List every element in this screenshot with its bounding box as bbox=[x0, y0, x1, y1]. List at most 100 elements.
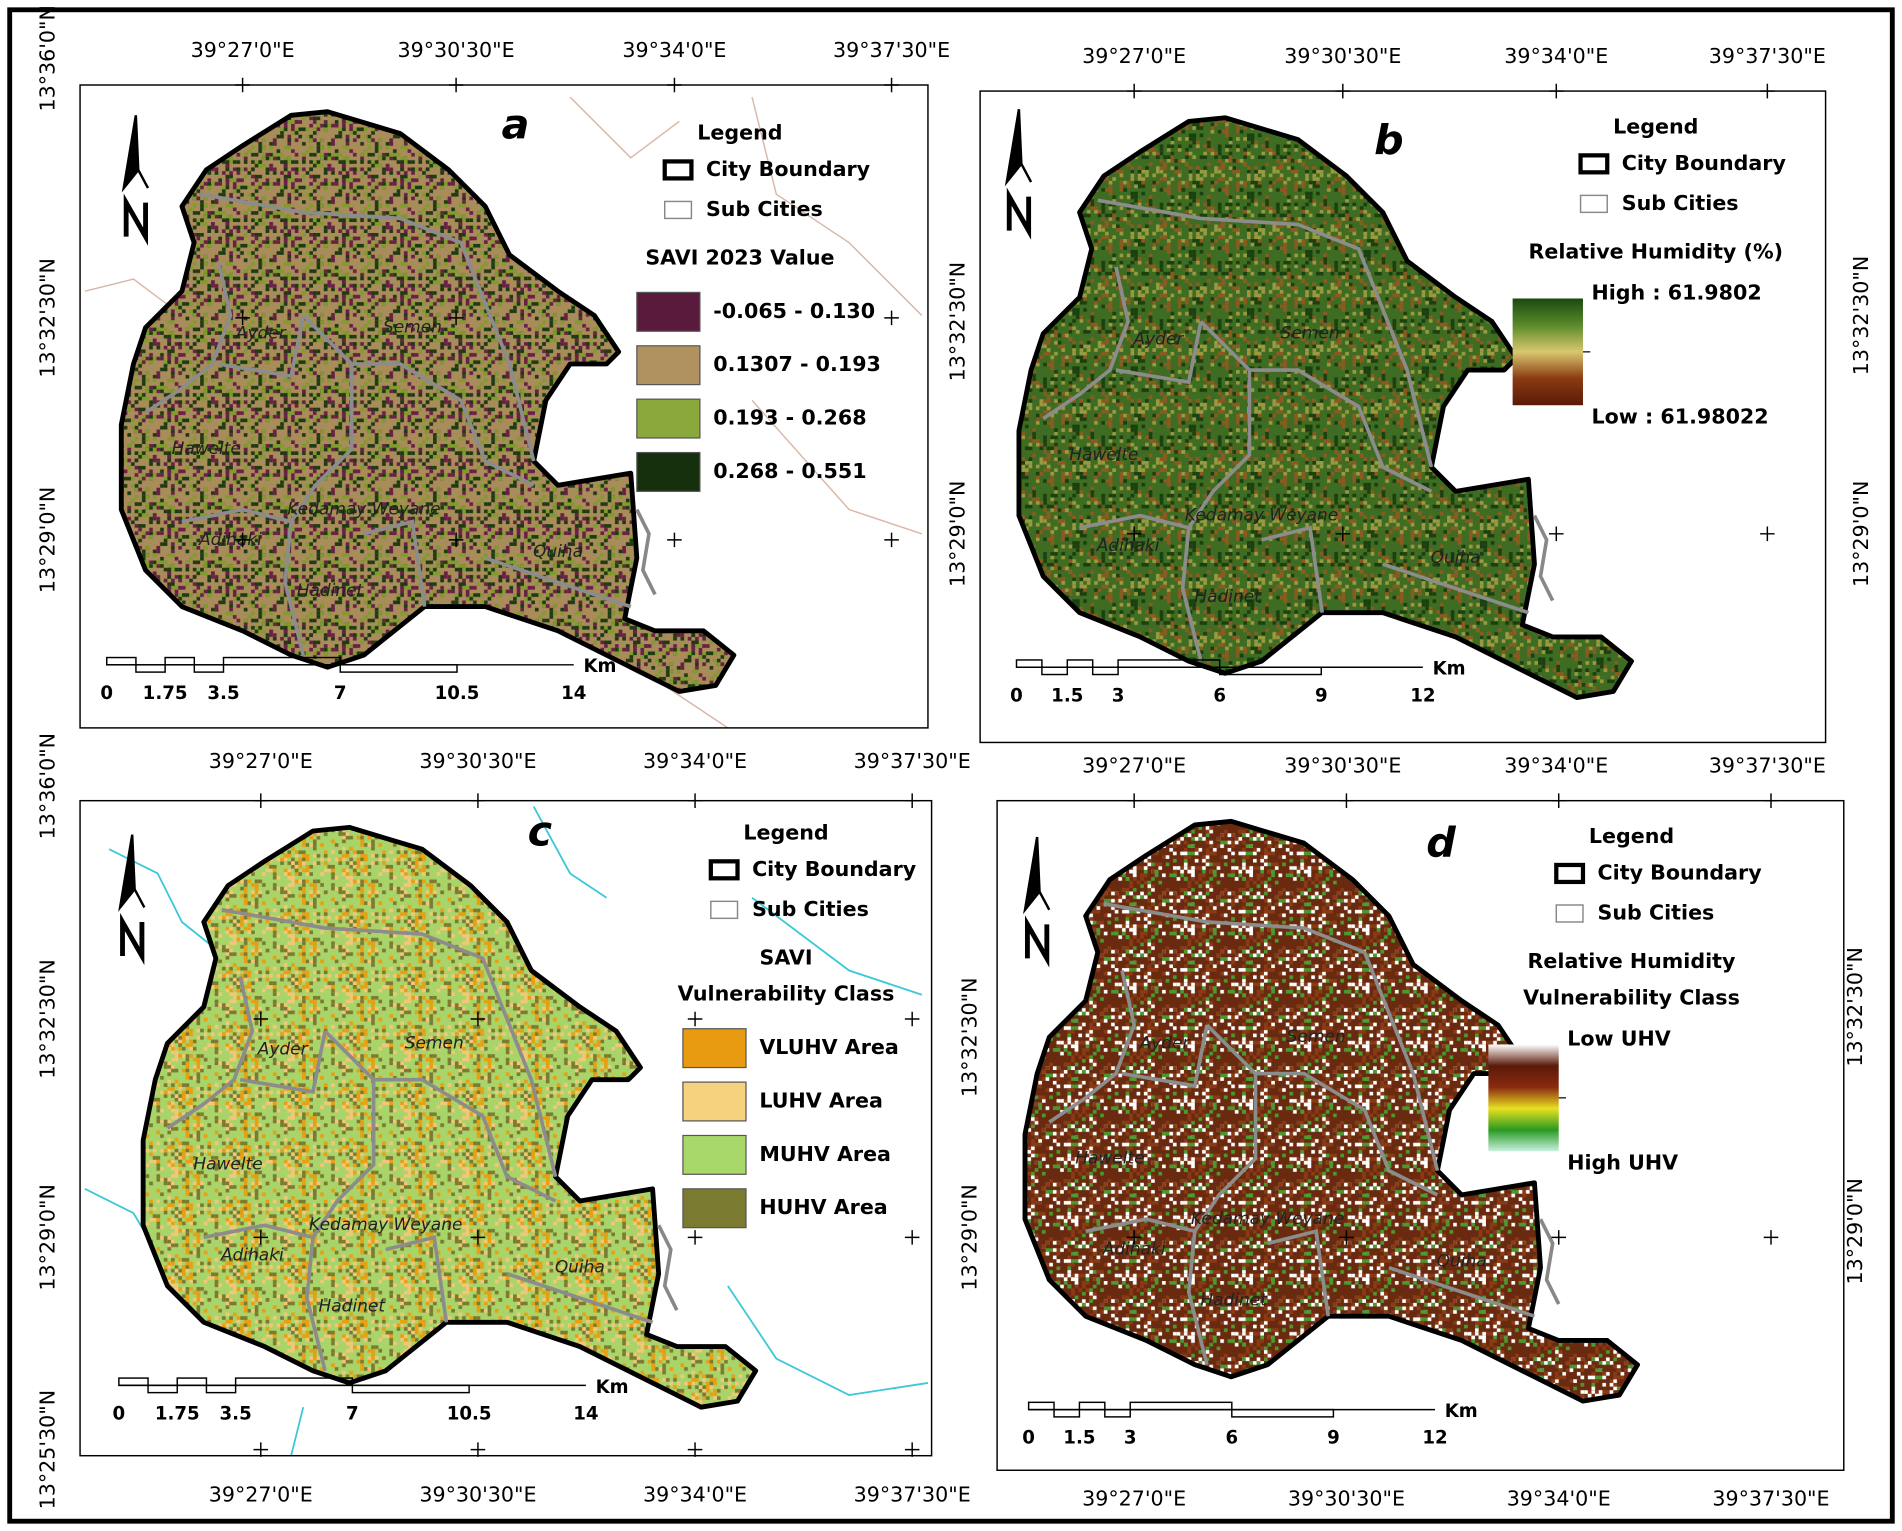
place-label: Ayder bbox=[1139, 1033, 1191, 1053]
scale-segment bbox=[351, 1384, 470, 1394]
legend-class-box bbox=[636, 345, 701, 386]
outlet-line bbox=[1538, 1218, 1561, 1305]
scale-label: 1.5 bbox=[1063, 1428, 1095, 1449]
legend-swatch bbox=[708, 859, 740, 881]
north-n bbox=[1024, 915, 1050, 968]
legend-swatch bbox=[664, 200, 693, 220]
latitude-label: 13°29'0"N bbox=[957, 1184, 981, 1290]
scale-label: 14 bbox=[561, 683, 586, 704]
legend-class-label: 0.268 - 0.551 bbox=[713, 459, 866, 483]
place-label: Hadinet bbox=[319, 1297, 387, 1317]
city-boundary bbox=[118, 109, 737, 694]
legend-item: City Boundary bbox=[1598, 860, 1763, 884]
river bbox=[290, 1406, 305, 1456]
map-panel: Ayder Semen Hawelte Kedamay Weyane Adihaki Ha… bbox=[36, 733, 971, 1510]
scale-label: 9 bbox=[1327, 1428, 1340, 1449]
scale-label: 10.5 bbox=[435, 683, 480, 704]
city-boundary bbox=[140, 824, 759, 1410]
place-label: Quiha bbox=[533, 542, 583, 562]
road bbox=[751, 96, 923, 316]
sub-city-line bbox=[221, 908, 558, 1178]
legend-class-label: LUHV Area bbox=[759, 1089, 883, 1113]
longitude-label: 39°34'0"E bbox=[643, 1483, 747, 1507]
panel-letter: d bbox=[1426, 819, 1456, 867]
sub-city-line bbox=[1382, 562, 1529, 615]
frame-tick bbox=[448, 77, 464, 93]
longitude-label: 39°27'0"E bbox=[1082, 1486, 1186, 1510]
longitude-label: 39°27'0"E bbox=[1082, 44, 1186, 68]
frame-tick bbox=[1760, 83, 1775, 99]
longitude-label: 39°34'0"E bbox=[643, 749, 747, 773]
legend-swatch bbox=[1579, 194, 1608, 214]
longitude-label: 39°37'30"E bbox=[854, 749, 971, 773]
scale-segment bbox=[147, 1384, 178, 1394]
north-arrow bbox=[121, 115, 150, 193]
place-label: Semen bbox=[1281, 324, 1340, 344]
scale-label: 9 bbox=[1315, 685, 1328, 706]
grid-cross bbox=[470, 1442, 486, 1457]
legend-title: Legend bbox=[1589, 824, 1674, 848]
grid-cross bbox=[235, 532, 250, 548]
place-label: Kedamay Weyane bbox=[1191, 1209, 1344, 1229]
grid-cross bbox=[667, 532, 682, 548]
legend-class-label: 0.193 - 0.268 bbox=[713, 406, 866, 430]
latitude-label: 13°29'0"N bbox=[36, 1184, 60, 1290]
outlet-line bbox=[1532, 514, 1555, 602]
scale-label: 10.5 bbox=[447, 1403, 492, 1424]
sub-city-line bbox=[1255, 1071, 1439, 1197]
place-label: Hadinet bbox=[297, 581, 365, 601]
frame-tick bbox=[1335, 83, 1351, 99]
scale-segment bbox=[1053, 1408, 1081, 1418]
city-map: Ayder Semen Hawelte Kedamay Weyane Adihaki Ha… bbox=[1016, 115, 1634, 700]
panel-letter: b bbox=[1374, 116, 1404, 164]
longitude-label: 39°30'30"E bbox=[419, 749, 536, 773]
sub-city-line bbox=[218, 315, 306, 379]
road bbox=[569, 96, 680, 159]
scale-label: 0 bbox=[100, 683, 113, 704]
frame-tick bbox=[470, 793, 486, 808]
scale-segment bbox=[1027, 1401, 1055, 1411]
legend-class-label: VLUHV Area bbox=[759, 1035, 898, 1059]
latitude-label: 13°32'30"N bbox=[36, 959, 60, 1079]
longitude-label: 39°34'0"E bbox=[1504, 754, 1608, 778]
sub-city-line bbox=[199, 192, 536, 462]
sub-city-line bbox=[1267, 1229, 1331, 1317]
grid-cross bbox=[1339, 1230, 1354, 1245]
grid-cross bbox=[687, 1442, 703, 1457]
north-n bbox=[1006, 187, 1032, 240]
grid-cross bbox=[470, 1011, 486, 1027]
frame-tick bbox=[1763, 793, 1779, 808]
longitude-label: 39°27'0"E bbox=[209, 1483, 313, 1507]
sub-city-line bbox=[1042, 266, 1130, 421]
grid-cross bbox=[687, 1230, 703, 1245]
place-label: Quiha bbox=[1437, 1252, 1487, 1272]
grid-cross bbox=[253, 1442, 269, 1457]
gradient-top-label: Low UHV bbox=[1567, 1027, 1670, 1051]
map-panel: Ayder Semen Hawelte Kedamay Weyane Adihaki Ha… bbox=[36, 5, 950, 729]
scale-segment bbox=[1129, 1401, 1233, 1411]
scale-label: 1.75 bbox=[155, 1403, 200, 1424]
place-label: Hawelte bbox=[193, 1155, 262, 1175]
legend-class-label: HUHV Area bbox=[759, 1195, 887, 1219]
gradient-bar bbox=[1488, 1044, 1559, 1152]
grid-cross bbox=[448, 310, 464, 326]
scale-segment bbox=[1231, 1408, 1335, 1418]
legend-class-box bbox=[636, 291, 701, 332]
grid-cross bbox=[904, 1011, 920, 1027]
legend-swatch bbox=[710, 900, 739, 920]
scale-label: 0 bbox=[1010, 685, 1023, 706]
place-label: Adihaki bbox=[198, 530, 262, 550]
scale-unit: Km bbox=[1433, 659, 1466, 680]
scale-segment bbox=[234, 1377, 354, 1387]
scale-segment bbox=[164, 656, 196, 666]
grid-cross bbox=[253, 1011, 269, 1027]
sub-city-line bbox=[1180, 320, 1252, 662]
frame-tick bbox=[884, 77, 899, 93]
longitude-label: 39°34'0"E bbox=[1504, 44, 1608, 68]
sub-city-line bbox=[1097, 198, 1434, 468]
legend-class-label: -0.065 - 0.130 bbox=[713, 299, 875, 323]
river bbox=[532, 806, 608, 899]
outer-border bbox=[7, 7, 1895, 1524]
city-map: Ayder Semen Hawelte Kedamay Weyane Adihaki Ha… bbox=[140, 824, 759, 1410]
